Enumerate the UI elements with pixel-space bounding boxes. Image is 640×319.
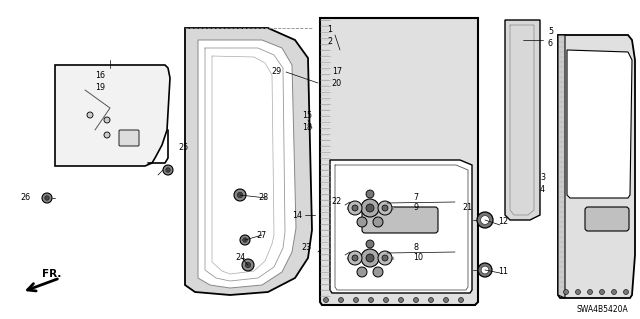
Text: 27: 27 — [256, 231, 266, 240]
Text: 17: 17 — [332, 68, 342, 77]
Circle shape — [382, 205, 388, 211]
FancyBboxPatch shape — [362, 207, 438, 233]
Polygon shape — [55, 65, 170, 166]
Circle shape — [429, 298, 433, 302]
Circle shape — [369, 298, 374, 302]
Circle shape — [478, 263, 492, 277]
Circle shape — [240, 235, 250, 245]
Circle shape — [383, 298, 388, 302]
Circle shape — [104, 117, 110, 123]
Circle shape — [444, 298, 449, 302]
Circle shape — [243, 238, 247, 242]
Text: 16: 16 — [95, 70, 105, 79]
Circle shape — [237, 192, 243, 198]
Polygon shape — [558, 35, 635, 298]
Text: 7: 7 — [413, 192, 418, 202]
Text: SWA4B5420A: SWA4B5420A — [576, 306, 628, 315]
Text: 10: 10 — [413, 254, 423, 263]
Text: 3: 3 — [540, 174, 545, 182]
Circle shape — [348, 251, 362, 265]
Circle shape — [399, 298, 403, 302]
Circle shape — [481, 266, 489, 274]
Circle shape — [481, 216, 490, 224]
Text: 26: 26 — [20, 194, 30, 203]
Circle shape — [361, 249, 379, 267]
Circle shape — [45, 196, 49, 200]
Text: 6: 6 — [548, 40, 553, 48]
Text: 5: 5 — [548, 27, 553, 36]
Circle shape — [166, 168, 170, 172]
Text: 18: 18 — [302, 122, 312, 131]
Circle shape — [366, 254, 374, 262]
Circle shape — [361, 199, 379, 217]
Circle shape — [378, 201, 392, 215]
FancyBboxPatch shape — [585, 207, 629, 231]
Polygon shape — [320, 18, 478, 305]
Polygon shape — [330, 160, 472, 293]
Circle shape — [382, 255, 388, 261]
Text: 2: 2 — [327, 38, 332, 47]
Circle shape — [373, 217, 383, 227]
Text: 1: 1 — [327, 26, 332, 34]
Circle shape — [163, 165, 173, 175]
Circle shape — [563, 290, 568, 294]
Circle shape — [87, 112, 93, 118]
Circle shape — [458, 298, 463, 302]
Circle shape — [42, 193, 52, 203]
Text: 15: 15 — [302, 110, 312, 120]
Text: 19: 19 — [95, 83, 105, 92]
Circle shape — [378, 251, 392, 265]
Circle shape — [600, 290, 605, 294]
FancyBboxPatch shape — [119, 130, 139, 146]
Circle shape — [339, 298, 344, 302]
Text: 20: 20 — [332, 79, 342, 88]
Circle shape — [366, 204, 374, 212]
Polygon shape — [198, 40, 296, 288]
Text: 8: 8 — [413, 242, 418, 251]
Circle shape — [373, 267, 383, 277]
Text: 24: 24 — [235, 254, 245, 263]
Text: 28: 28 — [258, 194, 268, 203]
Circle shape — [352, 255, 358, 261]
Circle shape — [352, 205, 358, 211]
Circle shape — [348, 201, 362, 215]
Circle shape — [477, 212, 493, 228]
Text: 11: 11 — [498, 266, 508, 276]
Circle shape — [623, 290, 628, 294]
Text: 29: 29 — [272, 68, 282, 77]
Circle shape — [366, 240, 374, 248]
Text: 12: 12 — [498, 218, 508, 226]
Circle shape — [588, 290, 593, 294]
Text: 25: 25 — [178, 144, 188, 152]
Circle shape — [357, 217, 367, 227]
Text: 4: 4 — [540, 186, 545, 195]
Circle shape — [611, 290, 616, 294]
Polygon shape — [185, 28, 312, 295]
Text: 9: 9 — [413, 204, 418, 212]
Circle shape — [323, 298, 328, 302]
Text: 23: 23 — [302, 243, 312, 253]
Circle shape — [245, 262, 251, 268]
Text: 21: 21 — [462, 203, 472, 211]
Text: 14: 14 — [292, 211, 302, 219]
Polygon shape — [567, 50, 632, 198]
Circle shape — [413, 298, 419, 302]
Circle shape — [353, 298, 358, 302]
Circle shape — [575, 290, 580, 294]
Circle shape — [242, 259, 254, 271]
Polygon shape — [505, 20, 540, 220]
Polygon shape — [558, 35, 565, 298]
Circle shape — [104, 132, 110, 138]
Text: FR.: FR. — [42, 269, 61, 279]
Text: 22: 22 — [332, 197, 342, 206]
Circle shape — [234, 189, 246, 201]
Circle shape — [357, 267, 367, 277]
Circle shape — [366, 190, 374, 198]
